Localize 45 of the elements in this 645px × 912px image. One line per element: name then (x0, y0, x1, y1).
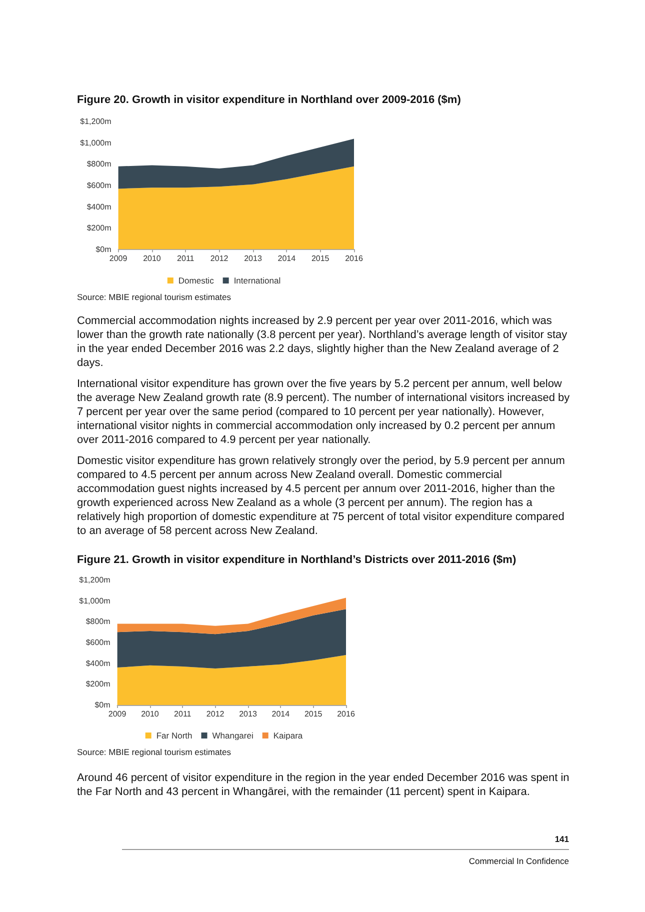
x-tick-label: 2016 (345, 254, 364, 263)
y-tick-label: $0m (96, 244, 112, 254)
y-tick-label: $400m (86, 658, 111, 668)
text: 141 (554, 834, 569, 844)
source-note: Source: MBIE regional tourism estimates (77, 292, 232, 302)
chart-title: Figure 20. Growth in visitor expenditure in Northland over 2009-2016 ($m) (77, 94, 461, 107)
x-tick-label: 2009 (109, 254, 128, 263)
y-tick-label: $1,200m (80, 117, 112, 126)
legend-label: Whangarei (212, 730, 254, 740)
x-tick-label: 2011 (177, 254, 195, 263)
x-tick-label: 2015 (304, 710, 323, 718)
y-tick-label: $800m (86, 160, 112, 169)
text: Around 46 percent of visitor expenditure in the region in the year ended December 2016 was spent in the Far North and 43 percent in Whangārei, with the remainder (11 percent) spent in Kaipara. (77, 771, 570, 799)
y-tick-label: $1,000m (79, 596, 111, 606)
x-tick-label: 2014 (272, 710, 290, 718)
y-tick-label: $400m (86, 202, 112, 212)
y-tick-label: $600m (86, 181, 112, 190)
x-tick-label: 2016 (337, 710, 356, 718)
text: International visitor expenditure has grown over the five years by 5.2 percent per annum, well below the average New Zealand growth rate (8.9 percent). The number of international visitors increased by 7 percent per year over the same period (compared to 10 percent per year nationally). However, international visitor nights in commercial accommodation only increased by 0.2 percent per annum over 2011-2016 compared to 4.9 percent per year nationally. (77, 377, 571, 447)
x-tick-label: 2013 (239, 710, 258, 718)
source-note: Source: MBIE regional tourism estimates (77, 747, 232, 757)
y-tick-label: $600m (86, 638, 111, 647)
x-tick-label: 2012 (210, 254, 229, 263)
x-tick-label: 2012 (206, 710, 225, 718)
chart-title: Figure 21. Growth in visitor expenditure in Northland’s Districts over 2011-2016 ($m) (77, 554, 516, 567)
legend-label: Far North (156, 730, 193, 740)
y-tick-label: $200m (86, 224, 112, 233)
y-tick-label: $1,000m (80, 138, 112, 148)
y-tick-label: $0m (94, 700, 111, 710)
text: Commercial accommodation nights increased by 2.9 percent per year over 2011-2016, which was lower than the growth rate nationally (3.8 percent per year). Northland’s average length of visitor stay in the year ended December 2016 was 2.2 days, slightly higher than the New Zealand average of 2 days. (77, 314, 568, 370)
legend-label: International (234, 276, 281, 286)
x-tick-label: 2013 (244, 254, 262, 263)
y-tick-label: $200m (86, 680, 111, 689)
text: Commercial In Confidence (468, 856, 569, 866)
y-tick-label: $800m (86, 617, 111, 626)
x-tick-label: 2015 (311, 254, 330, 263)
x-tick-label: 2011 (174, 710, 192, 718)
x-tick-label: 2014 (278, 254, 296, 263)
y-tick-label: $1,200m (79, 576, 111, 584)
legend-label: Domestic (178, 276, 215, 286)
x-tick-label: 2010 (141, 710, 160, 718)
text: Domestic visitor expenditure has grown relatively strongly over the period, by 5.9 percent per annum compared to 4.5 percent per annum across New Zealand overall. Domestic commercial accommodation guest nights increased by 4.5 percent per annum over 2011-2016, higher than the growth experienced across New Zealand as a whole (3 percent per annum). The region has a relatively high proportion of domestic expenditure at 75 percent of total visitor expenditure compared to an average of 58 percent across New Zealand. (77, 454, 566, 538)
legend-label: Kaipara (273, 730, 303, 740)
x-tick-label: 2010 (143, 254, 162, 263)
x-tick-label: 2009 (108, 710, 127, 718)
